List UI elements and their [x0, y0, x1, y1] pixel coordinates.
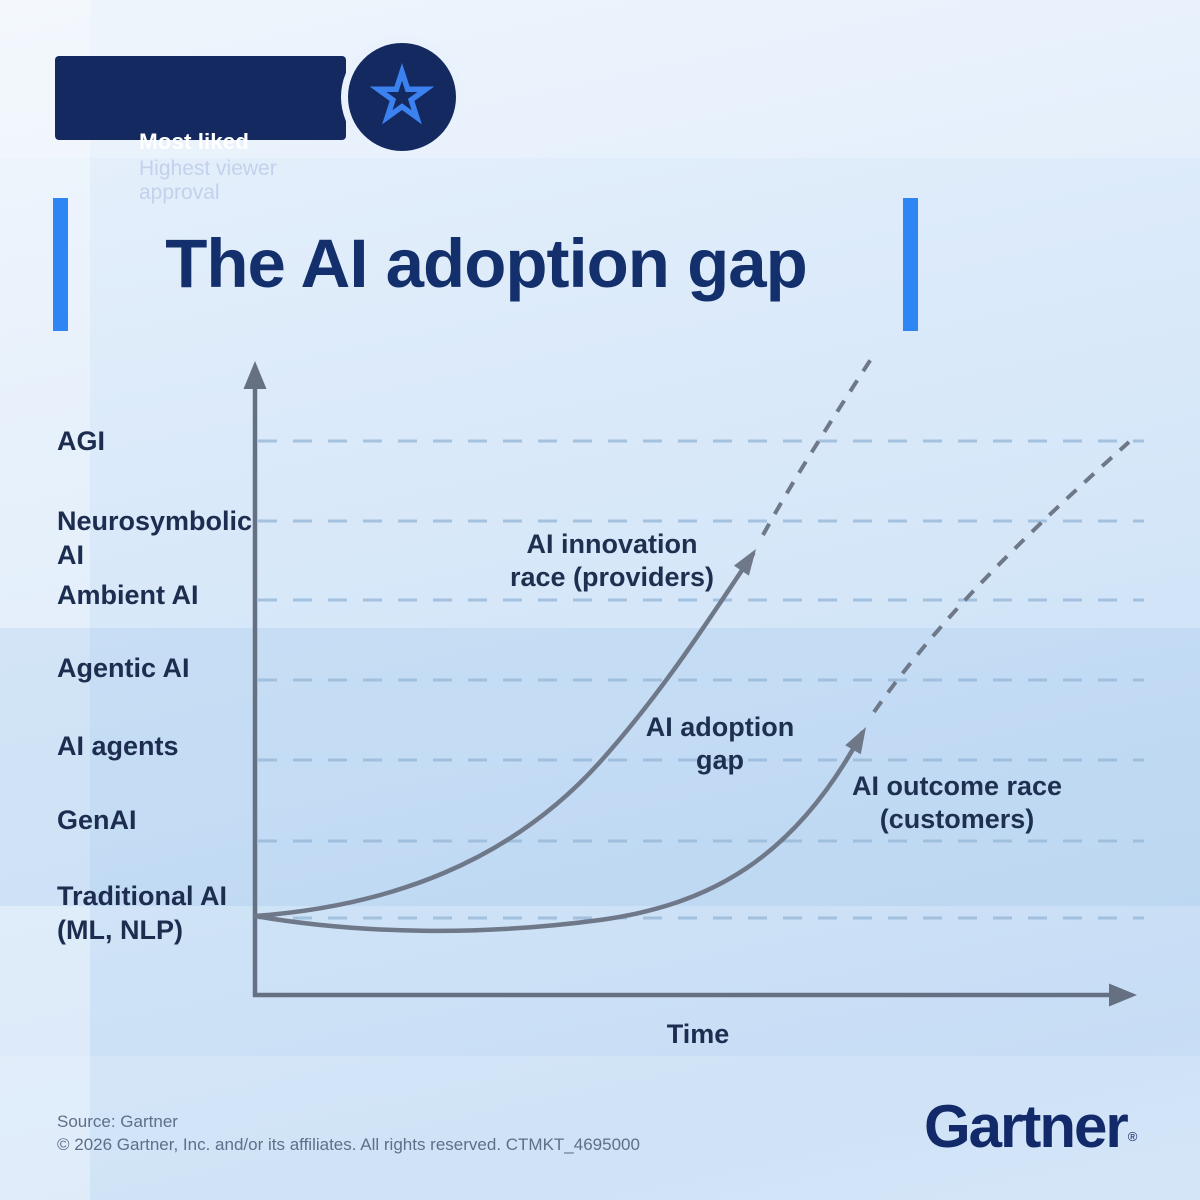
title-accent-bar-right	[903, 198, 918, 331]
innovation-arrowhead	[733, 549, 756, 576]
title-accent-bar-left	[53, 198, 68, 331]
y-axis-arrowhead	[243, 361, 267, 389]
gridlines	[258, 439, 1144, 920]
most-liked-badge: Most liked Highest viewer approval	[55, 56, 346, 204]
badge-subtitle: Highest viewer approval	[139, 157, 277, 204]
y-axis-label-traditional-ai: Traditional AI (ML, NLP)	[57, 881, 228, 945]
y-axis-label-genai: GenAI	[57, 805, 137, 835]
annotation-innovation-race: AI innovation race (providers)	[509, 529, 715, 592]
axes	[252, 384, 1112, 998]
x-axis-label: Time	[666, 1019, 730, 1049]
innovation-dashed-projection	[761, 357, 873, 536]
badge-title: Most liked	[139, 129, 250, 154]
x-axis-arrowhead	[1109, 983, 1137, 1007]
y-axis-label-ai-agents: AI agents	[57, 731, 179, 761]
y-axis-label-ambient-ai: Ambient AI	[57, 580, 199, 610]
gartner-logo-text: Gartner	[924, 1093, 1129, 1160]
y-axis-label-neurosymbolic-ai: Neurosymbolic AI	[57, 506, 253, 570]
outcome-arrowhead	[845, 727, 866, 755]
registered-trademark-icon: ®	[1127, 1129, 1138, 1144]
annotation-outcome-race: AI outcome race (customers)	[851, 771, 1063, 834]
source-text: Source: Gartner	[57, 1112, 178, 1131]
copyright-text: © 2026 Gartner, Inc. and/or its affiliat…	[57, 1135, 640, 1154]
star-icon	[369, 63, 435, 125]
y-axis-label-agentic-ai: Agentic AI	[57, 653, 190, 683]
annotation-adoption-gap: AI adoption gap	[645, 712, 795, 775]
outcome-dashed-projection	[872, 440, 1131, 714]
badge-star-circle	[348, 43, 456, 151]
y-axis-label-agi: AGI	[57, 426, 106, 456]
gartner-logo: Gartner®	[924, 1092, 1137, 1161]
outcome-race-curve	[252, 440, 1131, 934]
page-title: The AI adoption gap	[165, 225, 808, 302]
innovation-race-curve	[252, 357, 873, 919]
